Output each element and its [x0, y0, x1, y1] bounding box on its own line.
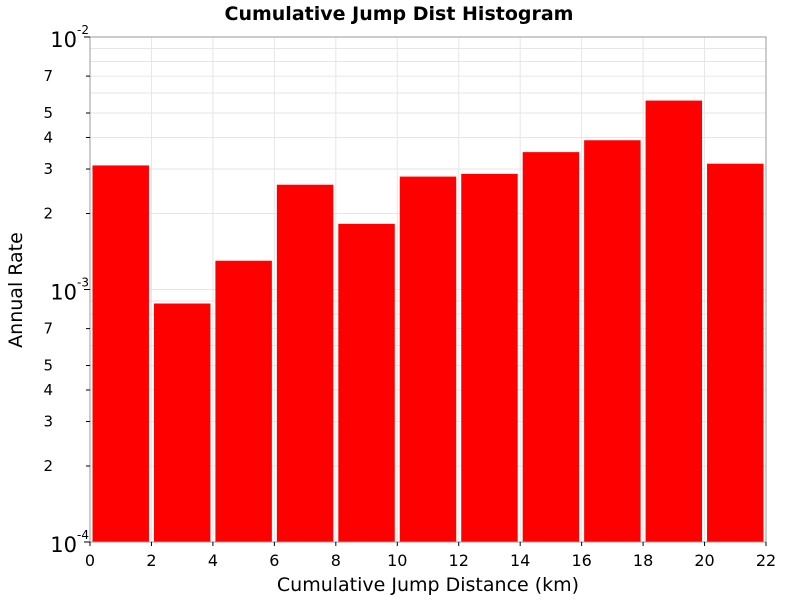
y-major-tick-label: 10 — [50, 281, 77, 305]
bars-layer — [92, 100, 764, 543]
x-tick-label: 22 — [756, 551, 776, 570]
histogram-bar — [92, 165, 149, 543]
histogram-bar — [338, 223, 395, 542]
y-tick-label: 7 — [43, 320, 53, 338]
x-tick-label: 2 — [146, 551, 156, 570]
y-major-tick-exponent: -2 — [77, 23, 89, 37]
histogram-bar — [522, 152, 580, 543]
y-tick-label: 2 — [43, 457, 53, 475]
y-major-tick-label: 10 — [50, 28, 77, 52]
x-tick-label: 16 — [571, 551, 591, 570]
x-axis-label: Cumulative Jump Distance (km) — [277, 574, 579, 596]
y-tick-label: 5 — [43, 104, 53, 122]
histogram-bar — [584, 140, 641, 543]
x-tick-label: 0 — [85, 551, 95, 570]
y-tick-label: 3 — [43, 160, 53, 178]
y-axis-label: Annual Rate — [5, 232, 27, 348]
chart-title: Cumulative Jump Dist Histogram — [225, 3, 574, 25]
histogram-bar — [276, 184, 334, 542]
x-tick-label: 14 — [510, 551, 530, 570]
y-tick-label: 4 — [43, 128, 53, 146]
x-tick-label: 10 — [387, 551, 407, 570]
histogram-bar — [215, 260, 272, 542]
y-tick-label: 3 — [43, 413, 53, 431]
histogram-bar — [153, 303, 211, 542]
histogram-bar — [461, 173, 518, 542]
x-tick-label: 6 — [269, 551, 279, 570]
x-tick-label: 20 — [694, 551, 714, 570]
y-tick-label: 2 — [43, 204, 53, 222]
histogram-bar — [707, 163, 764, 543]
y-tick-label: 4 — [43, 381, 53, 399]
y-major-tick-exponent: -4 — [77, 528, 89, 542]
y-major-tick-label: 10 — [50, 533, 77, 557]
histogram-bar — [399, 176, 457, 542]
y-tick-label: 7 — [43, 67, 53, 85]
x-tick-label: 12 — [449, 551, 469, 570]
y-tick-label: 5 — [43, 357, 53, 375]
x-tick-label: 8 — [331, 551, 341, 570]
x-axis-ticks: 0 2 4 6 8 10 12 14 16 18 20 22 — [85, 542, 776, 570]
x-tick-label: 4 — [208, 551, 218, 570]
x-tick-label: 18 — [633, 551, 653, 570]
histogram-bar — [645, 100, 703, 542]
y-major-tick-exponent: -3 — [77, 276, 89, 290]
